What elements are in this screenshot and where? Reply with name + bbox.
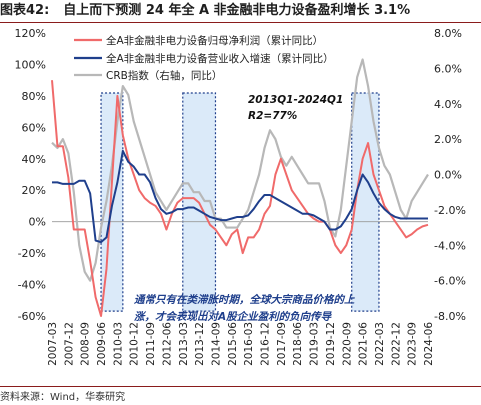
x-tick-label: 2009-06 bbox=[96, 322, 108, 366]
y-left-tick-label: 80% bbox=[22, 90, 46, 103]
note-line-1: 通常只有在类滞胀时期，全球大宗商品价格的上 bbox=[134, 293, 355, 306]
r-squared-label: R2=77% bbox=[248, 110, 297, 122]
x-tick-label: 2013-03 bbox=[178, 322, 190, 366]
annotations: 2013Q1-2024Q1 R2=77% 通常只有在类滞胀时期，全球大宗商品价格的上… bbox=[134, 94, 355, 323]
y-right-tick-label: -4.0% bbox=[434, 239, 466, 252]
figure-title: 图表42: 自上而下预测 24 年全 A 非金融非电力设备盈利增长 3.1% bbox=[0, 0, 481, 22]
figure-number: 图表42: bbox=[0, 3, 50, 18]
x-tick-label: 2010-03 bbox=[112, 322, 124, 366]
x-tick-label: 2007-12 bbox=[63, 322, 75, 366]
x-tick-label: 2020-09 bbox=[341, 322, 353, 366]
footer-rule bbox=[0, 386, 481, 387]
x-tick-label: 2007-03 bbox=[47, 322, 59, 366]
x-tick-label: 2016-12 bbox=[260, 322, 272, 366]
y-left-tick-label: -40% bbox=[18, 279, 46, 292]
x-tick-label: 2021-06 bbox=[358, 322, 370, 366]
x-tick-label: 2010-12 bbox=[129, 322, 141, 366]
y-left-tick-label: 60% bbox=[22, 121, 46, 134]
y-left-tick-label: 120% bbox=[15, 27, 46, 40]
y-right-tick-label: 6.0% bbox=[434, 62, 462, 75]
shaded-periods bbox=[100, 92, 380, 312]
x-tick-label: 2022-12 bbox=[390, 322, 402, 366]
legend-label-2: 全A非金融非电力设备营业收入增速（累计同比） bbox=[106, 52, 334, 65]
source-note: 资料来源：Wind，华泰研究 bbox=[0, 392, 126, 403]
x-tick-label: 2019-03 bbox=[309, 322, 321, 366]
x-tick-label: 2011-09 bbox=[145, 322, 157, 366]
chart: -60% -40% -20% 0% 20% 40% 60% 80% 100% 120% -8.0% -… bbox=[15, 27, 466, 366]
x-tick-label: 2008-09 bbox=[80, 322, 92, 366]
x-tick-label: 2023-09 bbox=[407, 322, 419, 366]
legend-label-3: CRB指数（右轴，同比） bbox=[106, 69, 222, 82]
y-left-tick-label: 40% bbox=[22, 153, 46, 166]
y-left-tick-label: 100% bbox=[15, 58, 46, 71]
x-tick-label: 2013-12 bbox=[194, 322, 206, 366]
title-rule bbox=[0, 22, 481, 23]
y-left-tick-label: -60% bbox=[18, 310, 46, 323]
y-left-tick-label: -20% bbox=[18, 247, 46, 260]
legend: 全A非金融非电力设备归母净利润（累计同比） 全A非金融非电力设备营业收入增速（累计… bbox=[74, 34, 334, 82]
y-left-tick-label: 0% bbox=[29, 216, 46, 229]
note-line-2: 涨，才会表现出对A股企业盈利的负向传导 bbox=[134, 310, 333, 323]
figure-title-text: 自上而下预测 24 年全 A 非金融非电力设备盈利增长 3.1% bbox=[63, 3, 411, 18]
series-lines bbox=[51, 58, 429, 317]
y-right-tick-label: -6.0% bbox=[434, 275, 466, 288]
x-tick-label: 2022-03 bbox=[374, 322, 386, 366]
y-right-tick-label: -2.0% bbox=[434, 204, 466, 217]
y-right-tick-label: 2.0% bbox=[434, 133, 462, 146]
regression-period-label: 2013Q1-2024Q1 bbox=[248, 94, 343, 106]
y-left-tick-label: 20% bbox=[22, 184, 46, 197]
series-line-1 bbox=[51, 80, 429, 317]
y-right-tick-label: 4.0% bbox=[434, 98, 462, 111]
x-tick-label: 2015-06 bbox=[227, 322, 239, 366]
series-line-2 bbox=[52, 149, 428, 244]
x-tick-label: 2014-09 bbox=[210, 322, 222, 366]
x-tick-label: 2024-06 bbox=[423, 322, 435, 366]
legend-label-1: 全A非金融非电力设备归母净利润（累计同比） bbox=[106, 34, 323, 47]
y-right-tick-label: 8.0% bbox=[434, 27, 462, 40]
x-tick-label: 2012-06 bbox=[161, 322, 173, 366]
x-tick-label: 2017-09 bbox=[276, 322, 288, 366]
y-right-tick-label: -8.0% bbox=[434, 310, 466, 323]
x-tick-label: 2019-12 bbox=[325, 322, 337, 366]
y-right-tick-label: 0.0% bbox=[434, 169, 462, 182]
x-tick-label: 2018-06 bbox=[292, 322, 304, 366]
x-tick-label: 2016-03 bbox=[243, 322, 255, 366]
